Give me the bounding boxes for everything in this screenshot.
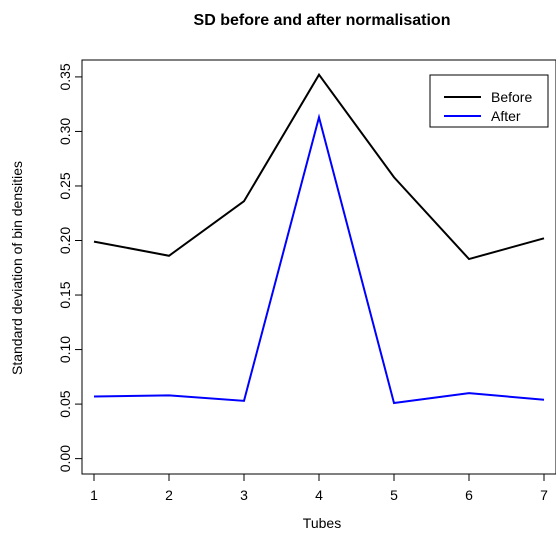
legend: Before After [429, 74, 549, 128]
x-tick-label: 2 [165, 487, 173, 503]
x-tick-label: 1 [90, 487, 98, 503]
x-tick-label: 6 [465, 487, 473, 503]
x-tick-label: 7 [540, 487, 548, 503]
y-tick-label: 0.30 [57, 118, 73, 145]
series-line-before [93, 72, 545, 261]
y-tick-label: 0.25 [57, 172, 73, 199]
chart-title: SD before and after normalisation [194, 12, 451, 29]
y-axis-label: Standard deviation of bin densities [9, 161, 25, 375]
legend-label-after: After [491, 108, 521, 124]
y-tick-label: 0.00 [57, 445, 73, 472]
y-tick-label: 0.05 [57, 390, 73, 417]
series-line-after [93, 113, 545, 405]
y-tick-label: 0.10 [57, 336, 73, 363]
y-tick-label: 0.20 [57, 227, 73, 254]
x-axis-label: Tubes [303, 515, 341, 531]
x-tick-label: 4 [315, 487, 323, 503]
chart-marks: 1 2 3 4 5 6 7 0.00 0.05 0.10 0.15 0.20 0.25 0.30 0.35 [57, 63, 548, 503]
legend-box [429, 74, 549, 128]
x-tick-label: 5 [390, 487, 398, 503]
legend-label-before: Before [491, 89, 532, 105]
x-tick-label: 3 [240, 487, 248, 503]
y-tick-label: 0.35 [57, 63, 73, 90]
y-tick-label: 0.15 [57, 281, 73, 308]
